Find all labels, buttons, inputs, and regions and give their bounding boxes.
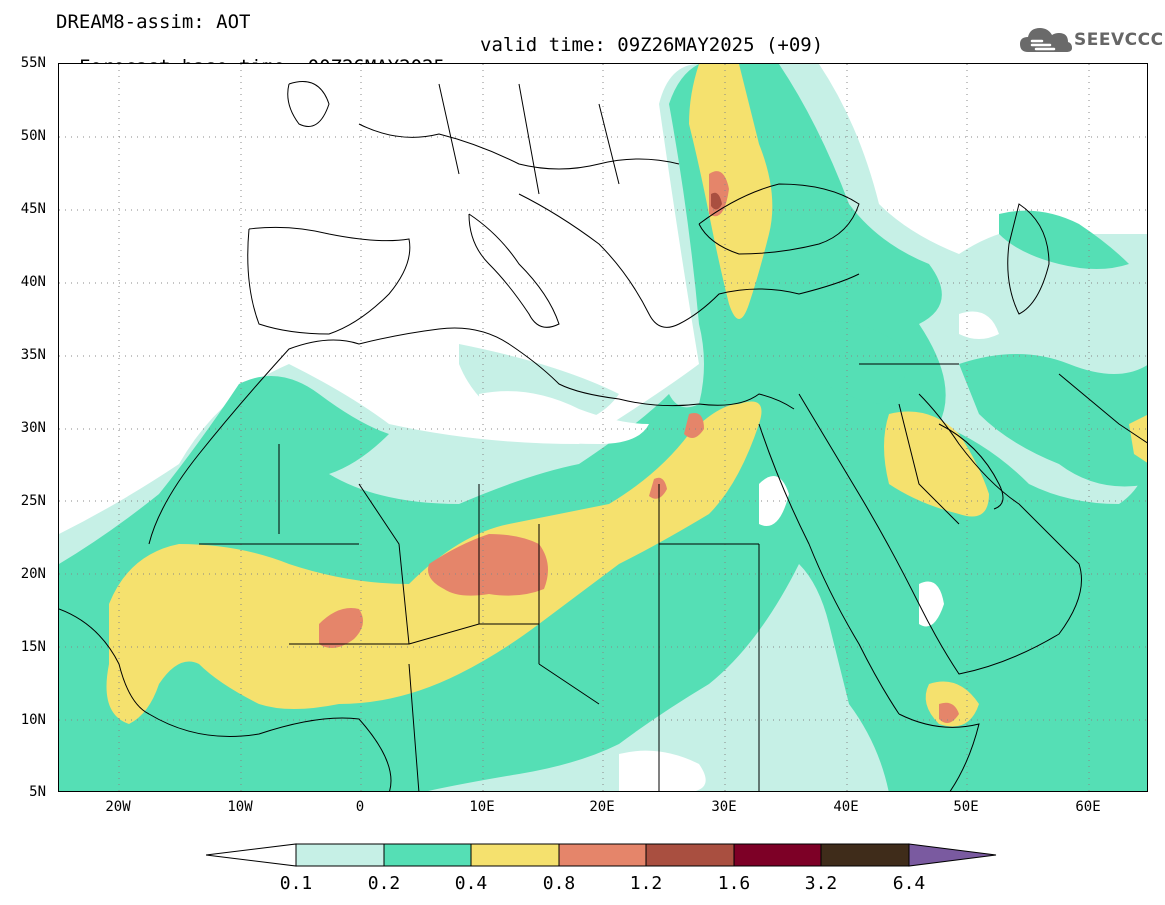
colorbar-segment-above — [908, 843, 997, 867]
aot-level-0-8 — [319, 171, 959, 723]
cloud-icon — [1020, 28, 1072, 52]
lat-label: 45N — [20, 201, 46, 217]
seevccc-logo: SEEVCCC — [1018, 22, 1163, 58]
logo-text: SEEVCCC — [1074, 30, 1164, 50]
colorbar-label: 1.6 — [717, 873, 751, 894]
lat-label: 20N — [20, 566, 46, 582]
colorbar-label: 3.2 — [804, 873, 838, 894]
colorbar-segment — [470, 843, 560, 867]
lon-label: 30E — [711, 799, 737, 815]
aot-level-1-2 — [711, 192, 722, 210]
map-title: DREAM8-assim: AOT — [56, 11, 251, 33]
aot-field — [59, 64, 1147, 791]
colorbar-segment-below — [206, 843, 297, 867]
lat-label: 25N — [20, 493, 46, 509]
aot-clear-areas — [479, 311, 999, 791]
lon-label: 40E — [833, 799, 859, 815]
colorbar-segment — [558, 843, 647, 867]
colorbar-label: 6.4 — [892, 873, 926, 894]
coastlines — [59, 81, 1147, 791]
lat-label: 10N — [20, 712, 46, 728]
valid-time: valid time: 09Z26MAY2025 (+09) — [480, 34, 824, 56]
colorbar-segment — [733, 843, 822, 867]
lon-label: 0 — [355, 799, 365, 815]
lon-label: 60E — [1075, 799, 1101, 815]
lat-label: 40N — [20, 274, 46, 290]
lat-label: 15N — [20, 639, 46, 655]
colorbar-segment — [820, 843, 910, 867]
colorbar-label: 0.8 — [542, 873, 576, 894]
colorbar-label: 0.4 — [454, 873, 488, 894]
lon-label: 20W — [105, 799, 131, 815]
colorbar-segment — [383, 843, 472, 867]
lat-label: 30N — [20, 420, 46, 436]
lat-label: 50N — [20, 128, 46, 144]
colorbar-segment — [295, 843, 385, 867]
colorbar-label: 0.2 — [367, 873, 401, 894]
lon-label: 50E — [953, 799, 979, 815]
colorbar-segment — [645, 843, 735, 867]
lat-label: 55N — [20, 55, 46, 71]
colorbar — [206, 843, 997, 867]
lon-label: 10E — [469, 799, 495, 815]
lat-label: 35N — [20, 347, 46, 363]
lon-label: 20E — [589, 799, 615, 815]
colorbar-label: 1.2 — [629, 873, 663, 894]
lat-label: 5N — [29, 784, 46, 800]
lon-label: 10W — [227, 799, 253, 815]
aot-map — [58, 63, 1148, 792]
colorbar-label: 0.1 — [279, 873, 313, 894]
